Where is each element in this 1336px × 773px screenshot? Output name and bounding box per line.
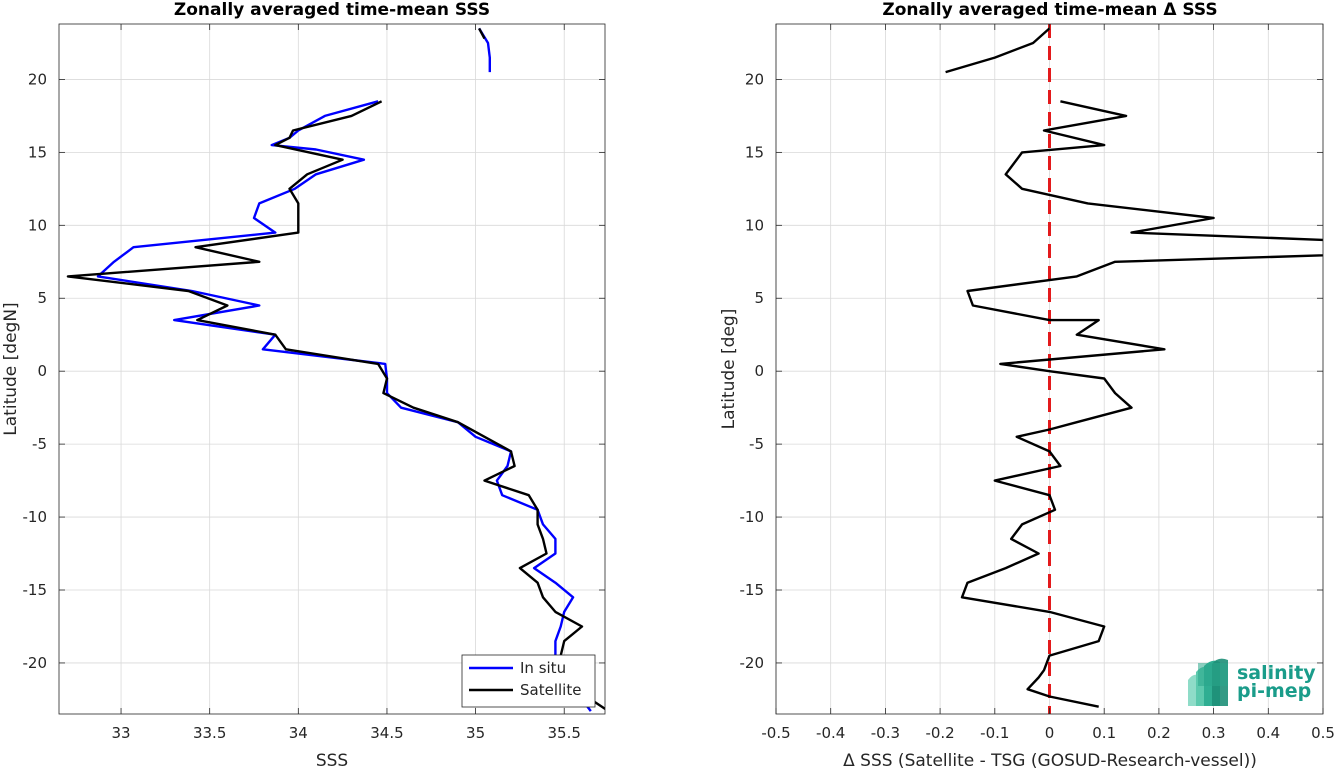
left-axes-frame [58,23,606,715]
right-series [945,27,1323,708]
right-ytick-label: 0 [754,362,764,380]
legend-box [461,654,596,708]
right-ytick-label: 20 [745,70,764,88]
right-title: Zonally averaged time-mean Δ SSS [882,0,1217,20]
logo-text-pi-mep: pi-mep [1237,680,1311,702]
left-xtick-label: 35.5 [548,724,581,742]
right-xtick-label: 0.2 [1147,724,1171,742]
right-ytick-label: 15 [745,143,764,161]
left-series [66,27,605,712]
left-series-satellite-line [66,100,605,711]
left-ytick-label: -20 [23,654,48,672]
right-xlabel: Δ SSS (Satellite - TSG (GOSUD-Research-v… [843,751,1257,769]
left-ytick-label: -10 [23,508,48,526]
right-series-delta-sss-line [960,100,1323,708]
left-series-in-situ-line [96,100,592,712]
left-ytick-label: 0 [37,362,47,380]
right-ticks: -0.5 -0.4 -0.3 -0.2 -0.1 0 0.1 0.2 0.3 0.4 0.5 -20 -… [740,24,1335,742]
right-xtick-label: -0.2 [925,724,954,742]
legend-label-in-situ: In situ [520,659,566,677]
left-xtick-label: 35 [466,724,485,742]
right-ytick-label: -10 [740,508,765,526]
right-ytick-label: -15 [740,581,765,599]
left-ytick-label: 10 [28,216,47,234]
legend: In situ Satellite [461,654,596,708]
right-ytick-label: 10 [745,216,764,234]
right-xtick-label: -0.5 [761,724,790,742]
left-ytick-label: -5 [32,435,47,453]
left-series-in-situ-line [478,27,491,73]
left-xtick-label: 33 [111,724,130,742]
right-grid [775,24,1324,714]
legend-label-satellite: Satellite [520,681,581,699]
right-series-delta-sss-line [945,27,1051,74]
left-ytick-label: 15 [28,143,47,161]
right-xtick-label: 0 [1045,724,1055,742]
logo-wave-icon [1188,658,1228,706]
right-xtick-label: -0.4 [816,724,845,742]
right-ylabel: Latitude [deg] [719,309,739,430]
right-xtick-label: 0.5 [1311,724,1335,742]
right-panel: -0.5 -0.4 -0.3 -0.2 -0.1 0 0.1 0.2 0.3 0.4 0.5 -20 -… [719,0,1335,771]
right-xtick-label: 0.1 [1092,724,1116,742]
left-panel: 33 33.5 34 34.5 35 35.5 -20 -15 -10 -5 0 5 10 15 20 Zo… [1,0,606,771]
right-xtick-label: 0.3 [1202,724,1226,742]
logo-text-salinity: salinity [1237,662,1316,684]
left-ytick-label: 5 [37,289,47,307]
right-xtick-label: 0.4 [1256,724,1280,742]
left-ytick-label: -15 [23,581,48,599]
salinity-pi-mep-logo: salinity pi-mep [1188,658,1316,706]
left-series-satellite-line [478,27,486,40]
left-ytick-label: 20 [28,70,47,88]
left-ylabel: Latitude [degN] [1,302,21,435]
left-grid [59,24,605,714]
left-xtick-label: 33.5 [193,724,226,742]
right-ytick-label: 5 [754,289,764,307]
left-xlabel: SSS [316,751,348,769]
left-xtick-label: 34 [289,724,308,742]
right-xtick-label: -0.3 [871,724,900,742]
right-xtick-label: -0.1 [980,724,1009,742]
left-xtick-label: 34.5 [370,724,403,742]
left-ticks: 33 33.5 34 34.5 35 35.5 -20 -15 -10 -5 0 5 10 15 20 [23,24,605,742]
left-title: Zonally averaged time-mean SSS [174,0,490,20]
right-ytick-label: -20 [740,654,765,672]
right-ytick-label: -5 [749,435,764,453]
